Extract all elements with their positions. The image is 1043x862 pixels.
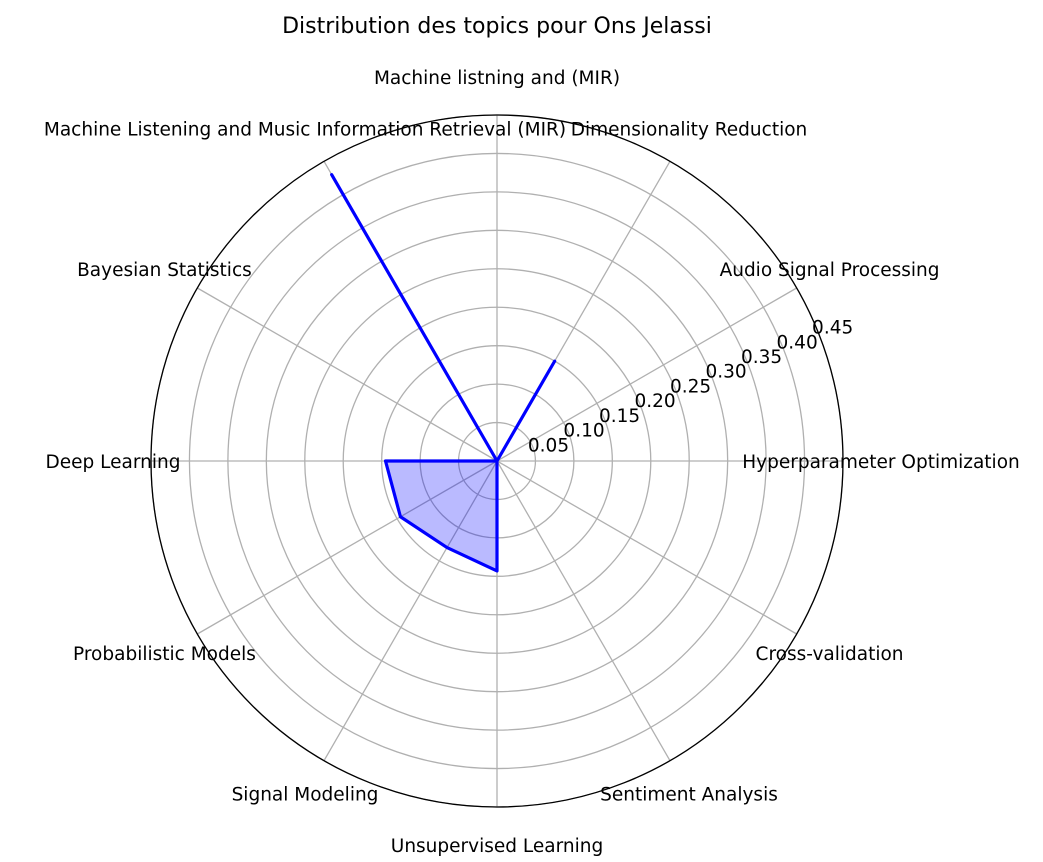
radial-tick-label: 0.45: [812, 318, 853, 339]
radial-tick-label: 0.30: [706, 362, 747, 383]
category-label: Machine listning and (MIR): [374, 68, 620, 89]
radial-tick-label: 0.35: [741, 347, 782, 368]
series-layer: [330, 173, 557, 573]
category-label: Bayesian Statistics: [77, 260, 252, 281]
series-polygon: [330, 173, 557, 573]
category-label: Deep Learning: [46, 452, 181, 473]
category-label: Audio Signal Processing: [720, 260, 940, 281]
radial-tick-label: 0.20: [634, 391, 675, 412]
spoke-line: [496, 287, 797, 462]
category-label: Probabilistic Models: [73, 644, 256, 665]
radial-tick-labels: 0.050.100.150.200.250.300.350.400.45: [528, 318, 853, 457]
category-label: Cross-validation: [756, 644, 904, 665]
spoke-line: [496, 460, 671, 761]
radial-tick-label: 0.25: [670, 376, 711, 397]
spoke-line: [323, 460, 498, 761]
category-labels: Hyperparameter Optimization Audio Signal …: [44, 68, 1020, 857]
radial-tick-label: 0.15: [599, 406, 640, 427]
spoke-line: [197, 460, 498, 635]
radial-tick-label: 0.05: [528, 435, 569, 456]
category-label: Sentiment Analysis: [600, 785, 778, 806]
polar-frame: [150, 114, 844, 808]
radial-tick-label: 0.40: [777, 332, 818, 353]
category-label: Machine Listening and Music Information …: [44, 119, 566, 140]
category-label: Hyperparameter Optimization: [742, 452, 1019, 473]
category-label: Unsupervised Learning: [391, 836, 603, 857]
radial-tick-label: 0.10: [563, 421, 604, 442]
spoke-line: [197, 287, 498, 462]
category-label: Dimensionality Reduction: [571, 119, 808, 140]
spoke-line: [496, 460, 797, 635]
chart-title: Distribution des topics pour Ons Jelassi: [282, 14, 712, 39]
category-label: Signal Modeling: [232, 785, 379, 806]
